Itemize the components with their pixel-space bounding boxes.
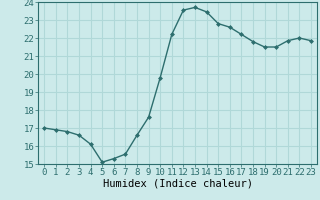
X-axis label: Humidex (Indice chaleur): Humidex (Indice chaleur) bbox=[103, 179, 252, 189]
